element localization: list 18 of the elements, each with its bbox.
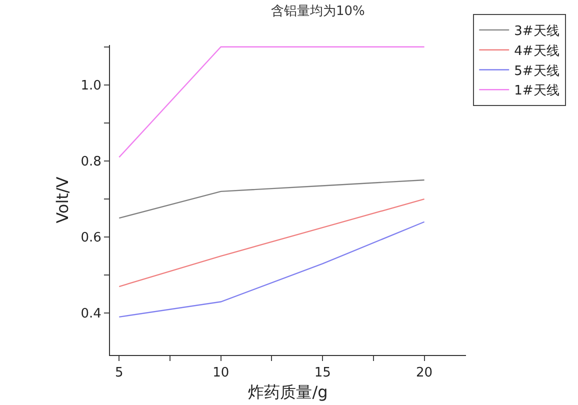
y-tick-label: 0.8 <box>80 154 102 170</box>
y-axis-title: Volt/V <box>53 176 72 224</box>
x-tick-label: 5 <box>115 366 124 381</box>
x-tick-label: 10 <box>212 366 230 381</box>
legend-label: 1#天线 <box>514 84 560 99</box>
chart-title: 含铝量均为10% <box>270 4 365 20</box>
y-tick-label: 0.4 <box>80 306 102 322</box>
line-series <box>118 198 425 288</box>
x-axis-title: 炸药质量/g <box>248 382 328 402</box>
x-tick-label: 15 <box>314 366 331 381</box>
legend-label: 3#天线 <box>514 24 560 40</box>
y-tick-label: 1.0 <box>80 78 102 94</box>
line-series <box>118 179 425 219</box>
legend-label: 5#天线 <box>514 64 560 79</box>
x-tick-label: 20 <box>416 366 433 381</box>
y-tick-label: 0.6 <box>80 230 102 246</box>
line-series <box>118 221 425 318</box>
legend-label: 4#天线 <box>514 44 560 59</box>
